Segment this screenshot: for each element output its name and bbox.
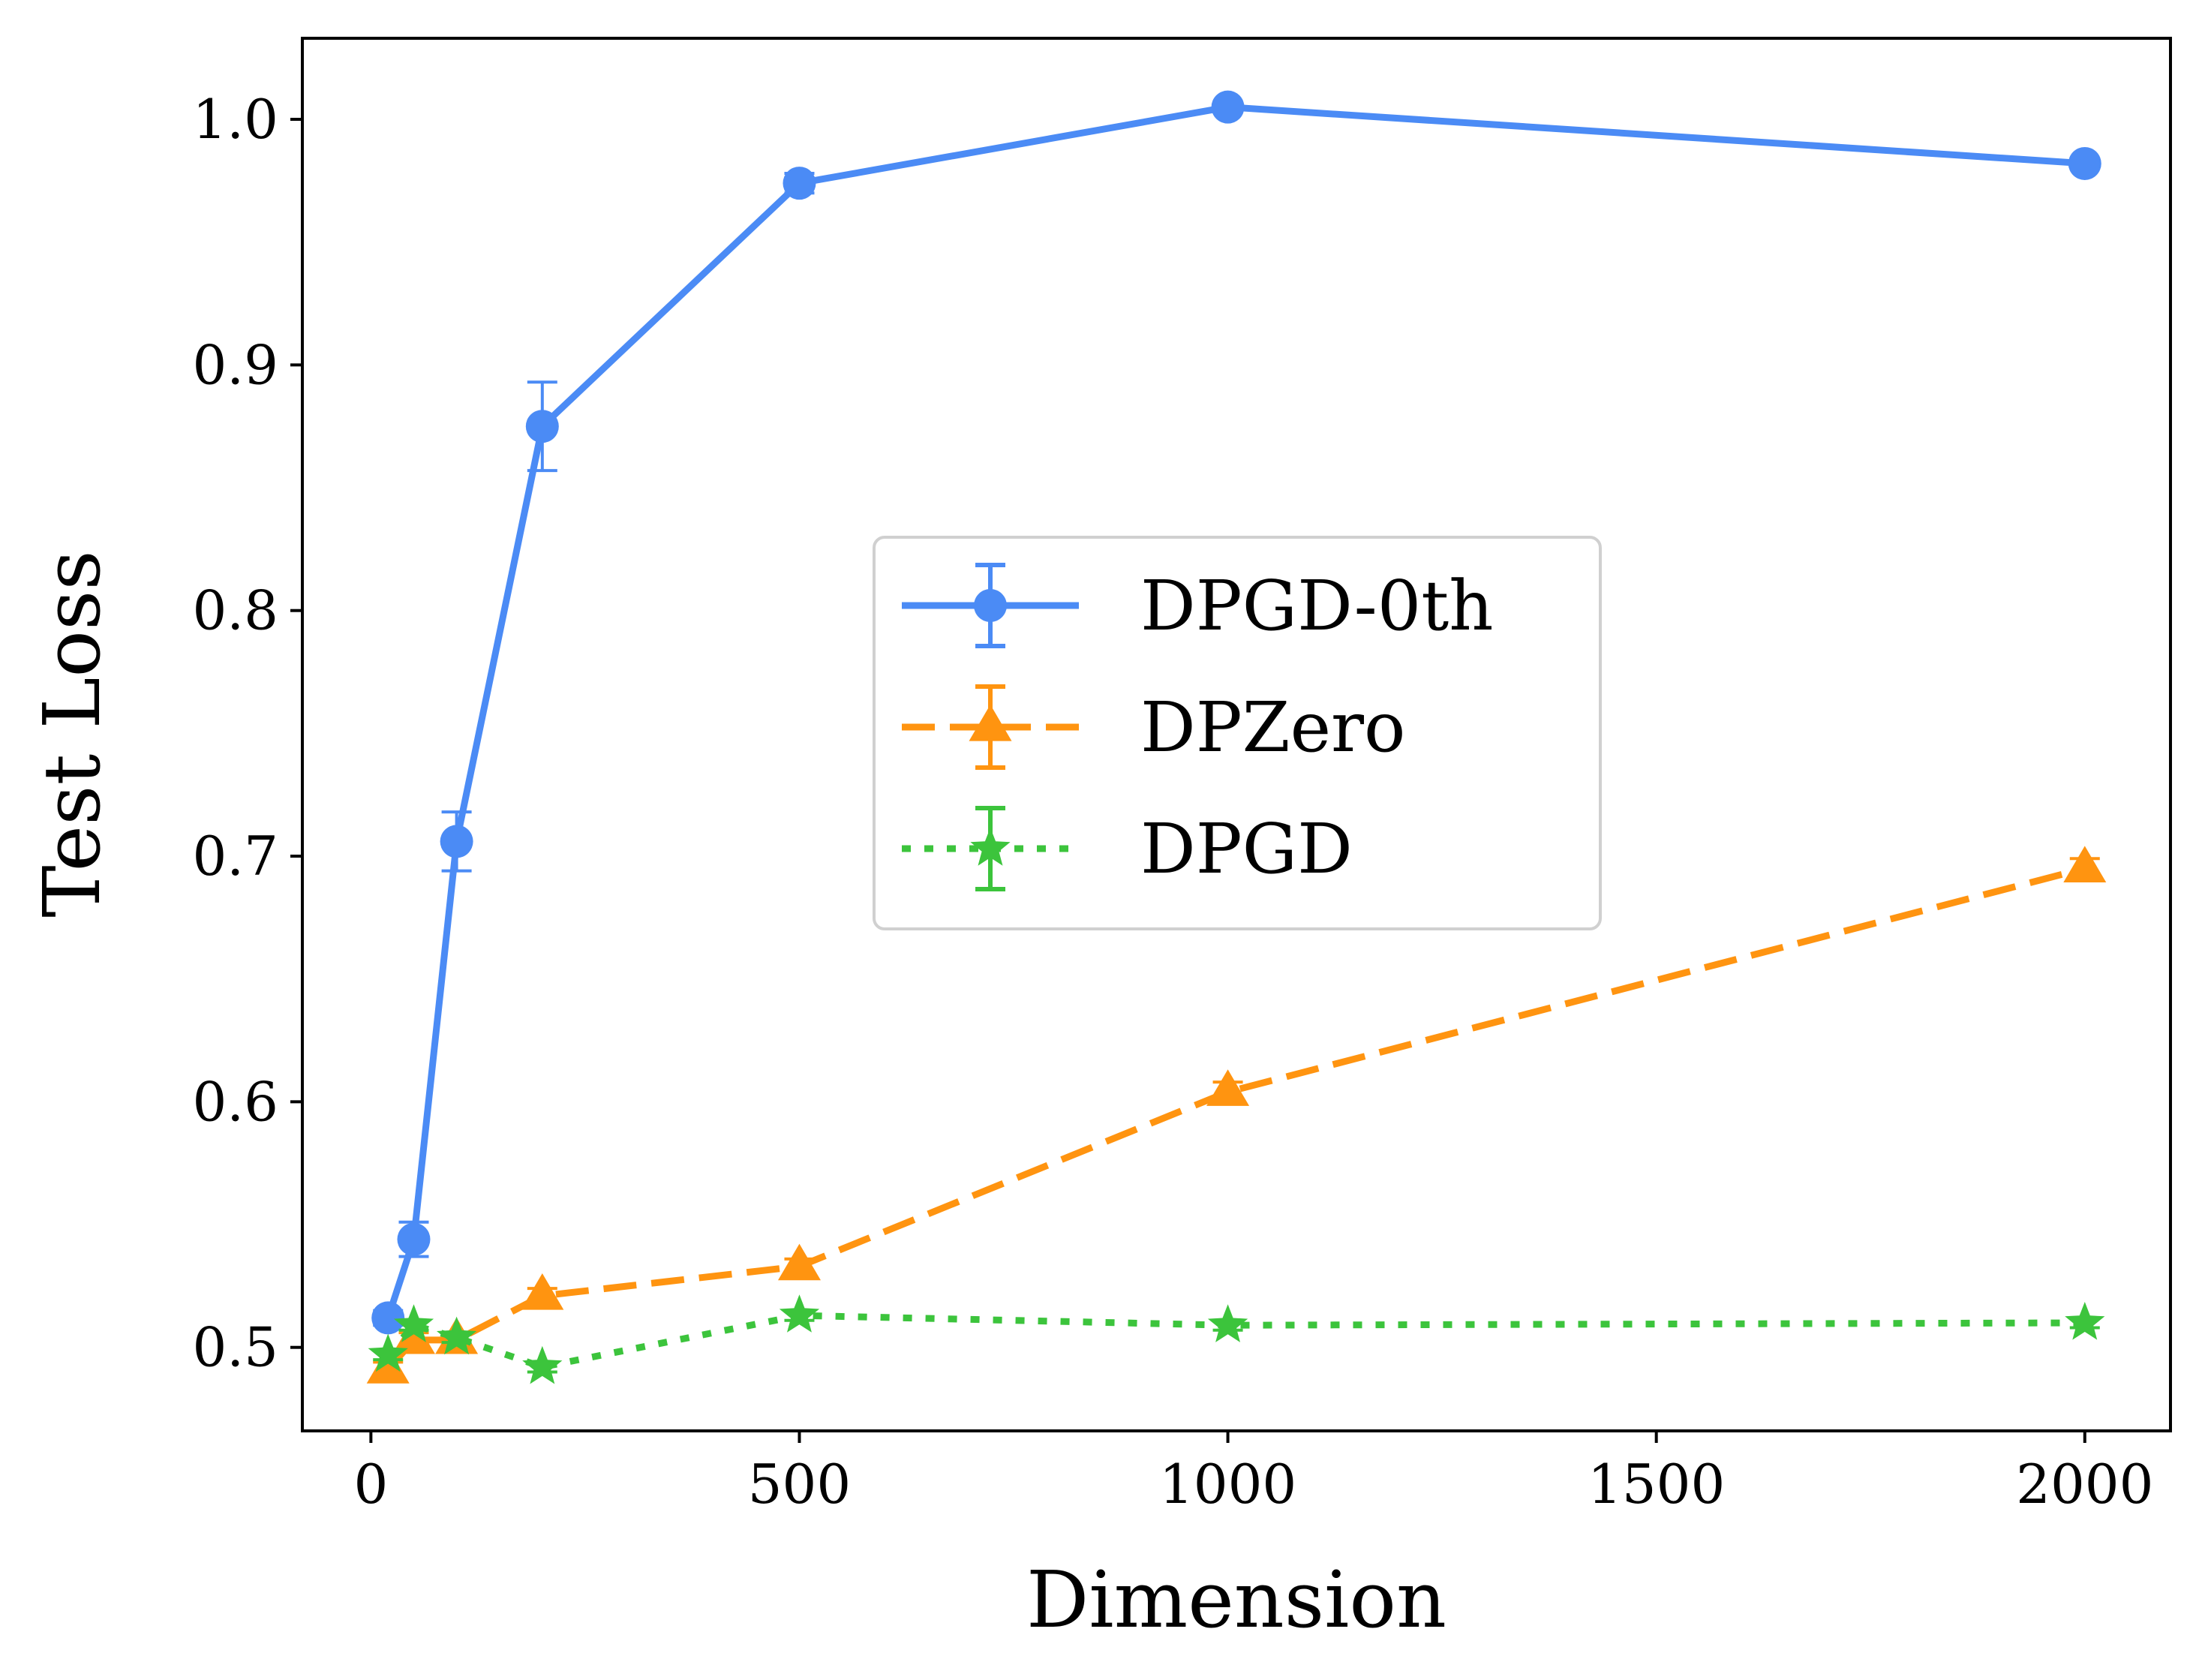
- legend-frame: [873, 536, 1602, 930]
- y-tick-label: 0.5: [192, 1316, 278, 1379]
- series-dpgd-0th: [371, 90, 2101, 1335]
- data-point-star: [1207, 1304, 1248, 1342]
- data-point-star: [437, 1316, 477, 1355]
- data-point-star: [779, 1294, 820, 1333]
- data-point-triangle: [392, 1317, 435, 1354]
- data-point-circle: [783, 167, 816, 200]
- data-point-star: [368, 1333, 408, 1372]
- legend-label: DPGD: [1140, 809, 1353, 889]
- legend-label: DPZero: [1140, 687, 1405, 768]
- x-tick-label: 1500: [1588, 1453, 1725, 1516]
- data-point-triangle: [2063, 846, 2107, 882]
- data-point-star: [393, 1304, 434, 1342]
- data-point-circle: [1211, 90, 1245, 124]
- data-point-triangle: [521, 1273, 564, 1310]
- data-point-circle: [525, 410, 559, 443]
- data-point-triangle: [969, 705, 1012, 741]
- data-point-circle: [440, 825, 473, 858]
- x-tick-label: 500: [748, 1453, 851, 1516]
- x-tick-label: 1000: [1159, 1453, 1296, 1516]
- series-layer: [366, 90, 2107, 1384]
- series-dpzero: [366, 846, 2107, 1384]
- plot-frame: [301, 37, 2172, 1432]
- legend-entry: DPGD: [902, 806, 1353, 891]
- x-tick-label: 2000: [2016, 1453, 2153, 1516]
- data-point-star: [522, 1345, 563, 1384]
- data-point-circle: [974, 589, 1007, 622]
- legend-entry: DPGD-0th: [902, 563, 1493, 648]
- data-point-star: [2065, 1302, 2105, 1340]
- legend-entry: DPZero: [902, 684, 1405, 770]
- y-tick-label: 0.9: [192, 333, 278, 396]
- data-point-triangle: [366, 1347, 410, 1384]
- x-axis: 0 500 1000 1500 2000: [353, 1431, 2153, 1516]
- data-point-circle: [2068, 146, 2101, 180]
- y-axis: 0.5 0.6 0.7 0.8 0.9 1.0: [192, 88, 302, 1379]
- data-point-triangle: [777, 1243, 821, 1281]
- y-tick-label: 0.6: [192, 1070, 278, 1133]
- series-line: [385, 865, 2086, 1372]
- y-tick-label: 0.7: [192, 825, 278, 888]
- data-point-circle: [371, 1301, 405, 1335]
- series-dpgd: [368, 1294, 2105, 1384]
- legend: DPGD-0th DPZero DPGD: [873, 536, 1602, 930]
- x-tick-label: 0: [353, 1453, 388, 1516]
- data-point-triangle: [1206, 1069, 1250, 1106]
- y-tick-label: 0.8: [192, 579, 278, 642]
- data-point-circle: [397, 1222, 431, 1256]
- x-axis-label: Dimension: [1026, 1554, 1446, 1645]
- y-tick-label: 1.0: [192, 88, 278, 151]
- y-axis-label: Test Loss: [26, 550, 118, 917]
- legend-label: DPGD-0th: [1140, 566, 1493, 646]
- data-point-star: [970, 828, 1011, 866]
